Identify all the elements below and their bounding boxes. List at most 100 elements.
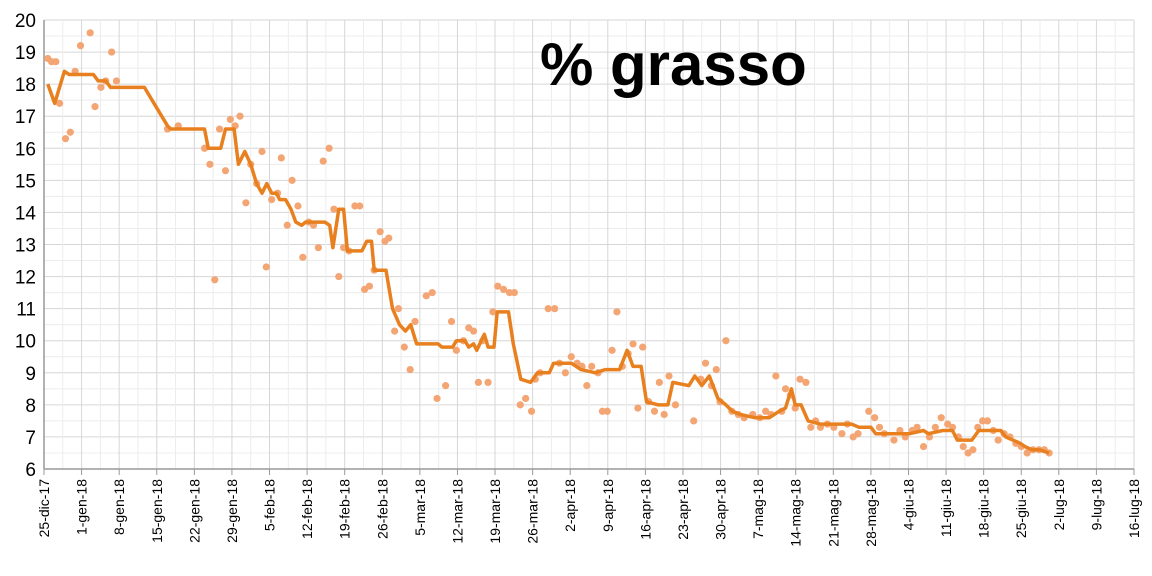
x-tick-label: 19-feb-18 <box>337 479 353 539</box>
data-point <box>500 285 508 293</box>
x-tick-label: 25-dic-17 <box>36 479 52 538</box>
y-tick-label: 12 <box>15 268 36 289</box>
x-tick-label: 23-apr-18 <box>675 479 691 540</box>
x-tick-label: 14-mag-18 <box>788 479 804 547</box>
data-point <box>629 340 637 348</box>
moving-average-line <box>46 69 1050 455</box>
x-tick-label: 4-giu-18 <box>900 479 916 531</box>
y-tick-label: 20 <box>15 11 36 32</box>
x-tick-label: 19-mar-18 <box>487 479 503 544</box>
line-series <box>46 69 1050 455</box>
data-point <box>330 205 338 213</box>
data-point <box>489 308 497 316</box>
y-tick-label: 17 <box>15 107 36 128</box>
data-point <box>937 414 945 422</box>
data-point <box>422 292 430 300</box>
data-point <box>442 382 450 390</box>
x-tick-label: 21-mag-18 <box>825 479 841 547</box>
data-point <box>613 308 621 316</box>
data-point <box>807 423 815 431</box>
data-point <box>871 414 879 422</box>
data-point <box>52 58 60 66</box>
data-point <box>262 263 270 271</box>
data-point <box>561 369 569 377</box>
data-point <box>802 378 810 387</box>
data-point <box>913 423 921 431</box>
data-point <box>365 282 373 290</box>
data-point <box>762 407 770 415</box>
data-point <box>494 282 502 290</box>
x-tick-label: 1-gen-18 <box>74 479 90 535</box>
data-point <box>76 42 85 50</box>
data-point <box>510 289 518 297</box>
data-point <box>527 407 536 415</box>
data-point <box>865 407 873 415</box>
data-point <box>781 385 790 393</box>
data-point <box>665 372 673 380</box>
chart-title: % grasso <box>540 31 807 98</box>
data-point <box>319 157 327 165</box>
x-tick-label: 2-apr-18 <box>562 479 578 532</box>
data-point <box>299 253 307 261</box>
data-point <box>959 442 967 451</box>
x-tick-label: 16-apr-18 <box>637 479 653 540</box>
y-tick-label: 15 <box>15 171 36 192</box>
data-point <box>722 337 730 345</box>
data-point <box>112 77 121 85</box>
x-tick-label: 5-mar-18 <box>412 479 428 536</box>
data-point <box>394 305 402 313</box>
data-point <box>567 353 575 361</box>
data-point <box>428 289 436 297</box>
data-point <box>931 423 939 431</box>
data-point <box>588 362 596 370</box>
y-tick-label: 16 <box>15 139 36 160</box>
grid <box>43 19 1135 470</box>
data-point <box>983 417 992 425</box>
y-tick-label: 11 <box>16 300 36 321</box>
data-point <box>108 48 116 56</box>
x-tick-label: 11-giu-18 <box>938 479 954 537</box>
data-point <box>242 199 250 207</box>
axes <box>43 20 1135 475</box>
x-tick-label: 2-lug-18 <box>1051 479 1067 531</box>
data-point <box>288 176 296 184</box>
y-tick-label: 7 <box>25 428 36 449</box>
data-point <box>236 112 244 120</box>
y-tick-label: 8 <box>25 396 36 417</box>
x-tick-label: 12-mar-18 <box>449 479 465 544</box>
x-tick-label: 28-mag-18 <box>863 479 879 547</box>
x-tick-label: 29-gen-18 <box>224 479 240 543</box>
data-point <box>671 401 680 409</box>
data-point <box>385 234 393 242</box>
data-point <box>690 417 698 425</box>
data-point <box>325 144 333 152</box>
data-point <box>91 102 99 111</box>
data-point <box>452 346 460 354</box>
data-point <box>890 436 898 444</box>
data-point <box>854 430 862 438</box>
data-point <box>551 305 559 313</box>
y-tick-label: 10 <box>15 332 36 353</box>
data-point <box>376 228 384 236</box>
y-tick-label: 13 <box>15 236 36 257</box>
data-point <box>226 115 234 124</box>
data-point <box>701 359 710 367</box>
data-point <box>875 423 884 431</box>
x-tick-label: 9-lug-18 <box>1088 479 1104 531</box>
data-point <box>919 442 928 451</box>
x-tick-label: 26-mar-18 <box>525 479 541 544</box>
x-tick-label: 15-gen-18 <box>149 479 165 543</box>
data-point <box>544 305 552 313</box>
data-point <box>211 276 219 284</box>
data-point <box>655 378 663 387</box>
data-point <box>447 317 456 326</box>
data-point <box>356 202 364 210</box>
data-point <box>969 446 977 454</box>
data-point <box>277 154 285 162</box>
data-point <box>221 167 230 175</box>
x-tick-label: 30-apr-18 <box>713 479 729 540</box>
y-tick-label: 18 <box>15 75 36 96</box>
data-point <box>994 436 1002 444</box>
data-point <box>712 365 720 374</box>
